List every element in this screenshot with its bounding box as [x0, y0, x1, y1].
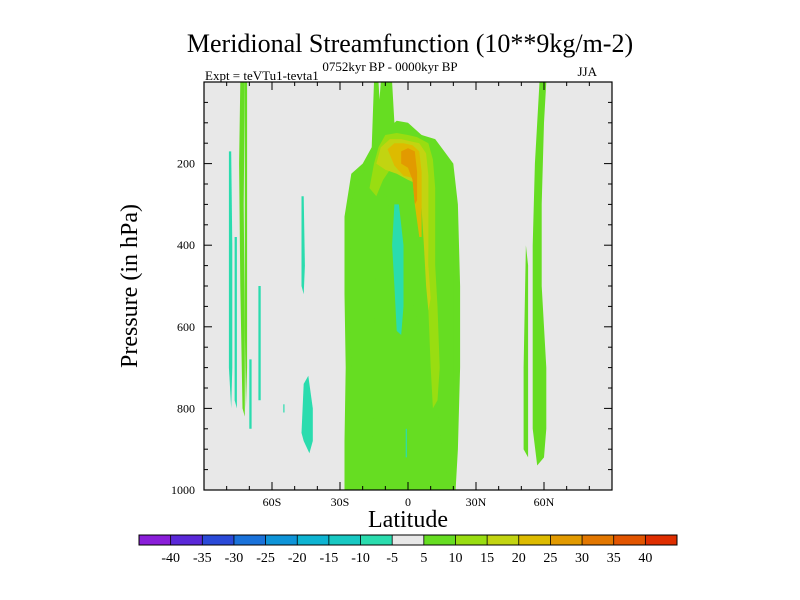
y-tick-label: 400 [177, 238, 195, 252]
contour-sh-negative-strip-3 [249, 359, 252, 429]
colorbar-swatch [487, 535, 520, 545]
colorbar-swatch [518, 535, 551, 545]
colorbar-label: -10 [351, 551, 370, 566]
subtitle-center: 0752kyr BP - 0000kyr BP [322, 59, 457, 74]
contour-sh-negative-strip-2 [234, 237, 237, 409]
colorbar-swatch [613, 535, 646, 545]
contour-hadley-level-30 [401, 148, 418, 205]
colorbar: -40 -35 -30 -25 -20 -15 -10 -5 5 10 15 20 25 30 35 40 [138, 534, 678, 566]
colorbar-label: 10 [448, 551, 462, 566]
colorbar-frame [138, 534, 678, 546]
colorbar-swatch [297, 535, 330, 545]
y-axis-title: Pressure (in hPa) [117, 204, 143, 368]
colorbar-label: -5 [386, 551, 398, 566]
x-tick-label: 60S [263, 495, 282, 509]
contour-hadley-level-15 [369, 133, 440, 409]
colorbar-label: 5 [420, 551, 427, 566]
y-tick-label: 600 [177, 320, 195, 334]
colorbar-label: -30 [225, 551, 244, 566]
contour-sh-polar-column-1 [239, 82, 245, 417]
colorbar-swatch [360, 535, 393, 545]
colorbar-label: 15 [480, 551, 494, 566]
colorbar-label: 25 [543, 551, 557, 566]
x-axis-title: Latitude [368, 507, 448, 533]
chart-title: Meridional Streamfunction (10**9kg/m-2) [187, 29, 633, 58]
contour-sh-negative-strip-4 [258, 286, 261, 401]
colorbar-swatch [550, 535, 583, 545]
contour-layer [228, 82, 547, 490]
colorbar-label: -25 [256, 551, 275, 566]
colorbar-label: 40 [638, 551, 652, 566]
contour-sh-polar-column-2 [244, 82, 248, 409]
contour-nh-polar-strip [523, 245, 529, 458]
subtitle-left: Expt = teVTu1-tevta1 [205, 68, 319, 83]
contour-tropical-negative-small [405, 428, 407, 458]
y-tick-label: 800 [177, 401, 195, 415]
colorbar-swatch [233, 535, 266, 545]
y-tick-label: 1000 [171, 483, 195, 497]
colorbar-swatch [202, 535, 235, 545]
contour-sh-negative-strip-1 [228, 151, 233, 409]
x-tick-label: 30S [331, 495, 350, 509]
x-tick-label: 60N [534, 495, 555, 509]
colorbar-label: -20 [288, 551, 307, 566]
colorbar-swatch [423, 535, 456, 545]
contour-tropical-negative [392, 204, 404, 335]
colorbar-swatch [139, 535, 171, 545]
colorbar-swatch [455, 535, 488, 545]
subtitle-right: JJA [577, 64, 597, 79]
contour-nh-polar-column [532, 82, 547, 466]
y-tick-label: 200 [177, 157, 195, 171]
colorbar-label: 35 [607, 551, 621, 566]
colorbar-swatch [265, 535, 298, 545]
colorbar-label: -15 [320, 551, 339, 566]
x-tick-label: 30N [466, 495, 487, 509]
colorbar-label: 20 [512, 551, 526, 566]
colorbar-label: 30 [575, 551, 589, 566]
colorbar-label: -40 [161, 551, 180, 566]
colorbar-swatch [170, 535, 203, 545]
colorbar-swatch [582, 535, 615, 545]
colorbar-label: -35 [193, 551, 212, 566]
colorbar-swatch [645, 535, 678, 545]
contour-sh-negative-strip-5 [283, 404, 285, 413]
colorbar-swatch [392, 535, 425, 545]
contour-sh-negative-lens [301, 196, 305, 295]
x-tick-label: 0 [405, 495, 411, 509]
colorbar-swatch [328, 535, 361, 545]
tick-layer: 60S 30S 0 30N 60N 200 400 600 800 1000 [171, 82, 612, 509]
contour-sh-negative-blob [301, 375, 313, 454]
